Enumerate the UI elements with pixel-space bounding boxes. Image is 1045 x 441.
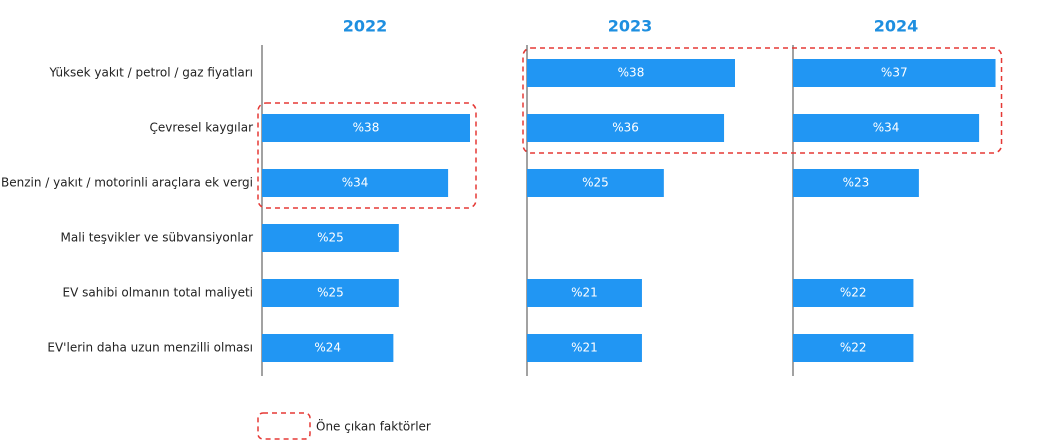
value-label: %25	[317, 286, 344, 300]
category-label: Çevresel kaygılar	[150, 121, 254, 135]
panel-title: 2024	[874, 17, 919, 36]
bar	[527, 334, 642, 362]
value-label: %38	[618, 66, 645, 80]
value-label: %37	[881, 66, 908, 80]
category-label: Yüksek yakıt / petrol / gaz fiyatları	[48, 66, 253, 80]
bar	[262, 169, 449, 197]
value-label: %25	[317, 231, 344, 245]
bar	[793, 334, 914, 362]
value-label: %34	[342, 176, 369, 190]
panel-title: 2022	[343, 17, 388, 36]
value-label: %21	[571, 341, 598, 355]
value-label: %21	[571, 286, 598, 300]
value-label: %24	[314, 341, 341, 355]
value-label: %38	[353, 121, 380, 135]
bar	[262, 279, 399, 307]
category-label: EV sahibi olmanın total maliyeti	[63, 286, 253, 300]
category-label: EV'lerin daha uzun menzilli olması	[47, 341, 253, 355]
bar	[262, 224, 399, 252]
value-label: %36	[612, 121, 639, 135]
value-label: %22	[840, 286, 867, 300]
bar	[793, 169, 919, 197]
value-label: %25	[582, 176, 609, 190]
value-label: %23	[843, 176, 870, 190]
legend-label: Öne çıkan faktörler	[316, 418, 431, 434]
category-label: Mali teşvikler ve sübvansiyonlar	[61, 231, 254, 245]
bar	[527, 279, 642, 307]
highlight-box	[257, 102, 477, 209]
value-label: %22	[840, 341, 867, 355]
bar	[527, 59, 735, 87]
bar	[793, 114, 980, 142]
legend-swatch	[257, 412, 311, 440]
category-label: Benzin / yakıt / motorinli araçlara ek v…	[1, 176, 253, 190]
bar	[527, 169, 664, 197]
bar	[527, 114, 725, 142]
bar	[793, 279, 914, 307]
bar	[793, 59, 996, 87]
bar	[262, 334, 394, 362]
bar	[262, 114, 470, 142]
panel-title: 2023	[608, 17, 653, 36]
value-label: %34	[873, 121, 900, 135]
